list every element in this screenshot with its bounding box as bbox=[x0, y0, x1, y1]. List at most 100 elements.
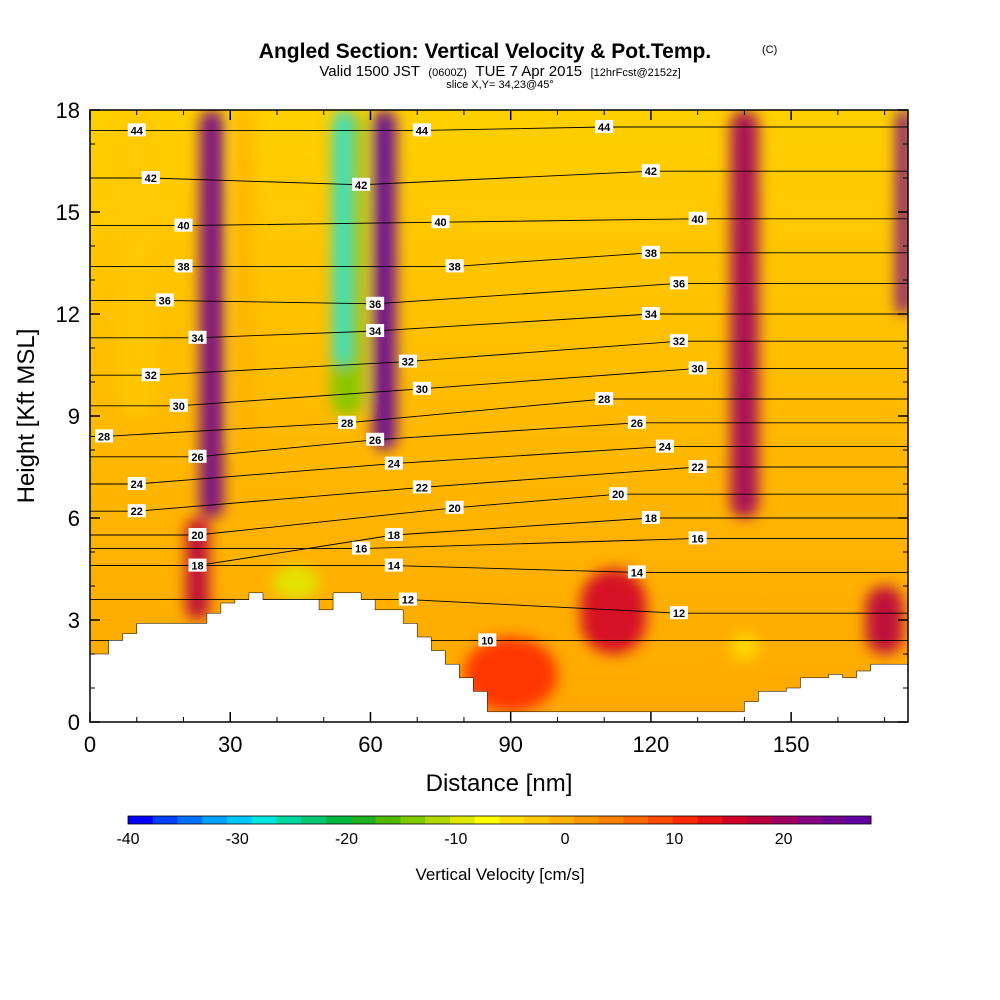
colorbar-swatch bbox=[598, 816, 624, 824]
y-tick-label: 18 bbox=[56, 98, 80, 123]
isentrope-label: 20 bbox=[448, 503, 460, 515]
isentrope-label: 24 bbox=[388, 459, 401, 471]
colorbar-swatch bbox=[697, 816, 723, 824]
isentrope-label: 28 bbox=[98, 431, 110, 443]
isentrope-label-bg bbox=[188, 528, 207, 541]
isentrope-label: 42 bbox=[355, 180, 367, 192]
colorbar-swatch bbox=[524, 816, 550, 824]
isentrope-label: 34 bbox=[191, 333, 204, 345]
isentrope-label-bg bbox=[641, 511, 660, 524]
isentrope-label: 30 bbox=[173, 401, 185, 413]
isentrope-label-bg bbox=[412, 480, 431, 494]
isentrope-label-bg bbox=[141, 171, 160, 184]
isentrope-label: 32 bbox=[402, 357, 414, 369]
isentrope-label-bg bbox=[95, 429, 114, 443]
isentrope-label-bg bbox=[352, 177, 371, 191]
isentrope-label-bg bbox=[366, 432, 385, 446]
colorbar-swatch bbox=[549, 816, 575, 824]
isentrope-label-bg bbox=[478, 633, 497, 647]
isentrope-label-bg bbox=[431, 215, 450, 229]
colorbar-tick-label: -30 bbox=[226, 831, 249, 848]
isentrope-line-16 bbox=[90, 537, 908, 550]
colorbar-tick-label: 20 bbox=[775, 831, 793, 848]
isentrope-label: 28 bbox=[598, 394, 610, 406]
y-tick-label: 9 bbox=[68, 404, 80, 429]
isentrope-label-bg bbox=[627, 565, 646, 579]
isentrope-label-bg bbox=[412, 123, 431, 137]
isentrope-label-bg bbox=[669, 334, 688, 348]
colorbar-swatch bbox=[326, 816, 352, 824]
isentrope-label-bg bbox=[384, 456, 403, 470]
colorbar-tick-label: 10 bbox=[665, 831, 683, 848]
colorbar-tick-label: -10 bbox=[444, 831, 467, 848]
colorbar-swatch bbox=[747, 816, 773, 824]
colorbar-swatch bbox=[425, 816, 451, 824]
colorbar-swatch bbox=[276, 816, 302, 824]
velocity-feature-5 bbox=[335, 110, 350, 365]
isentrope-label: 34 bbox=[369, 326, 382, 338]
colorbar-swatch bbox=[573, 816, 600, 824]
valid-time-line: Valid 1500 JST (0600Z) TUE 7 Apr 2015 [1… bbox=[319, 63, 680, 80]
velocity-feature-11 bbox=[580, 569, 647, 654]
colorbar-swatch bbox=[474, 816, 500, 824]
x-tick-label: 120 bbox=[633, 732, 670, 757]
isentrope-label: 12 bbox=[402, 595, 414, 607]
isentrope-label: 14 bbox=[631, 567, 644, 579]
isentrope-label-bg bbox=[688, 211, 707, 225]
isentrope-label-bg bbox=[188, 558, 207, 572]
isentrope-label-bg bbox=[366, 296, 385, 310]
colorbar-swatch bbox=[202, 816, 228, 824]
isentrope-label: 44 bbox=[598, 122, 611, 134]
isentrope-label: 40 bbox=[177, 221, 189, 233]
velocity-field bbox=[90, 110, 908, 722]
isentrope-label: 26 bbox=[369, 435, 381, 447]
isentrope-label-bg bbox=[127, 477, 146, 490]
colorbar-swatch bbox=[227, 816, 253, 824]
isentrope-label-bg bbox=[627, 415, 646, 429]
isentrope-label-bg bbox=[188, 449, 207, 463]
isentrope-label-bg bbox=[595, 392, 614, 405]
isentrope-label-bg bbox=[655, 439, 674, 453]
isentrope-label: 22 bbox=[131, 506, 143, 518]
colorbar-label: Vertical Velocity [cm/s] bbox=[415, 865, 584, 884]
velocity-feature-7 bbox=[272, 565, 320, 600]
isentrope-label: 38 bbox=[448, 261, 460, 273]
isentrope-label-bg bbox=[412, 381, 431, 395]
chart-header: Angled Section: Vertical Velocity & Pot.… bbox=[259, 40, 777, 91]
isentrope-label: 38 bbox=[177, 261, 189, 273]
isentrope-label-bg bbox=[366, 324, 385, 337]
terrain-mask bbox=[90, 592, 908, 722]
velocity-feature-0 bbox=[199, 110, 224, 518]
colorbar-swatch bbox=[375, 816, 401, 824]
isentrope-label: 30 bbox=[416, 384, 428, 396]
isentrope-label: 32 bbox=[673, 336, 685, 348]
isentrope-label: 18 bbox=[645, 513, 657, 525]
chart-title-tag: (C) bbox=[762, 44, 777, 56]
colorbar-swatch bbox=[128, 816, 154, 824]
isentrope-label: 16 bbox=[692, 533, 704, 545]
colorbar-tick-label: -40 bbox=[116, 831, 139, 848]
y-tick-label: 6 bbox=[68, 506, 80, 531]
isentrope-label-bg bbox=[174, 218, 193, 232]
colorbar-swatch bbox=[449, 816, 476, 824]
isentrope-label-bg bbox=[398, 592, 417, 606]
isentrope-label-bg bbox=[609, 487, 628, 501]
isentrope-label-bg bbox=[352, 541, 371, 555]
isentrope-label: 38 bbox=[645, 248, 657, 260]
isentrope-label: 12 bbox=[673, 608, 685, 620]
velocity-feature-3 bbox=[237, 110, 252, 450]
isentrope-label-bg bbox=[169, 398, 188, 412]
colorbar-tick-label: -20 bbox=[335, 831, 358, 848]
colorbar-swatch bbox=[623, 816, 649, 824]
isentrope-label: 18 bbox=[191, 561, 203, 573]
valid-utc: (0600Z) bbox=[428, 67, 467, 79]
isentrope-label: 40 bbox=[692, 214, 704, 226]
colorbar-swatch bbox=[499, 816, 525, 824]
isentrope-label-bg bbox=[384, 558, 403, 572]
isentrope-label-bg bbox=[641, 245, 660, 259]
isentrope-label: 24 bbox=[659, 442, 672, 454]
colorbar-swatch bbox=[771, 816, 798, 824]
isentrope-label: 44 bbox=[416, 125, 429, 137]
isentrope-label: 36 bbox=[673, 278, 685, 290]
